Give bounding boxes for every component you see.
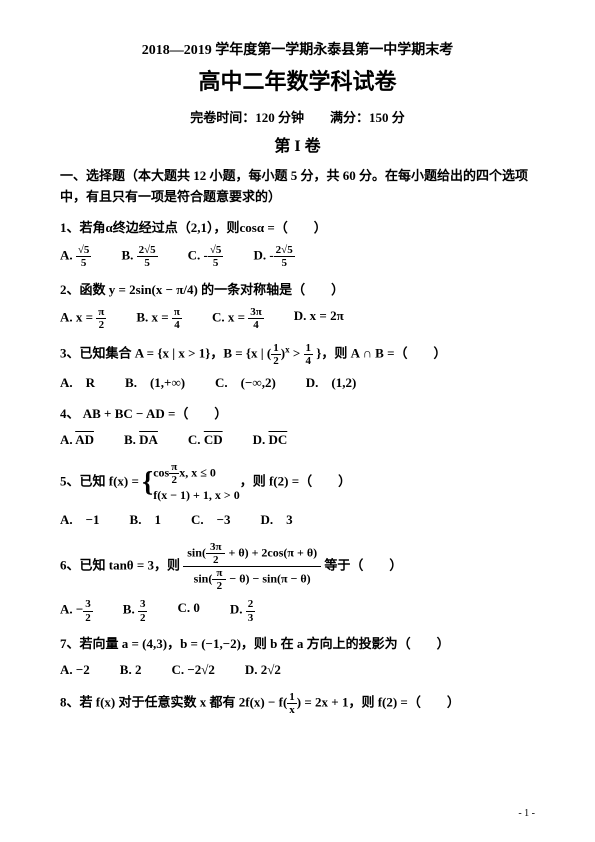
exam-meta: 完卷时间：120 分钟 满分：150 分 (60, 108, 535, 129)
q5-options: A. −1B. 1C. −3D. 3 (60, 510, 535, 531)
page-number: - 1 - (518, 806, 535, 822)
q1-options: A. √55 B. 2√55 C. -√55 D. -2√55 (60, 244, 535, 269)
q8-text: 8、若 f(x) 对于任意实数 x 都有 2f(x) − f(1x) = 2x … (60, 691, 535, 716)
q2-options: A. x = π2 B. x = π4 C. x = 3π4 D. x = 2π (60, 306, 535, 331)
q6-text: 6、已知 tanθ = 3，则 sin(3π2 + θ) + 2cos(π + … (60, 541, 535, 592)
q2-text: 2、函数 y = 2sin(x − π/4) 的一条对称轴是（ ） (60, 280, 535, 301)
instructions: 一、选择题（本大题共 12 小题，每小题 5 分，共 60 分。在每小题给出的四… (60, 166, 535, 208)
q3-text: 3、已知集合 A = {x | x > 1}，B = {x | (12)x > … (60, 342, 535, 367)
q7-text: 7、若向量 a = (4,3)，b = (−1,−2)，则 b 在 a 方向上的… (60, 634, 535, 655)
q4-options: A. AD B. DA C. CD D. DC (60, 430, 535, 451)
q4-text: 4、 AB + BC − AD =（ ） (60, 404, 535, 425)
q1-text: 1、若角α终边经过点（2,1），则cosα =（ ） (60, 218, 535, 239)
exam-title: 高中二年数学科试卷 (60, 64, 535, 99)
q6-options: A. −32 B. 32 C. 0 D. 23 (60, 598, 535, 623)
header-line: 2018—2019 学年度第一学期永泰县第一中学期末考 (60, 40, 535, 62)
q3-options: A. RB. (1,+∞)C. (−∞,2)D. (1,2) (60, 373, 535, 394)
q5-text: 5、已知 f(x) = { cosπ2x, x ≤ 0 f(x − 1) + 1… (60, 461, 535, 504)
section-title: 第 I 卷 (60, 134, 535, 160)
q7-options: A. −2B. 2C. −2√2D. 2√2 (60, 660, 535, 681)
